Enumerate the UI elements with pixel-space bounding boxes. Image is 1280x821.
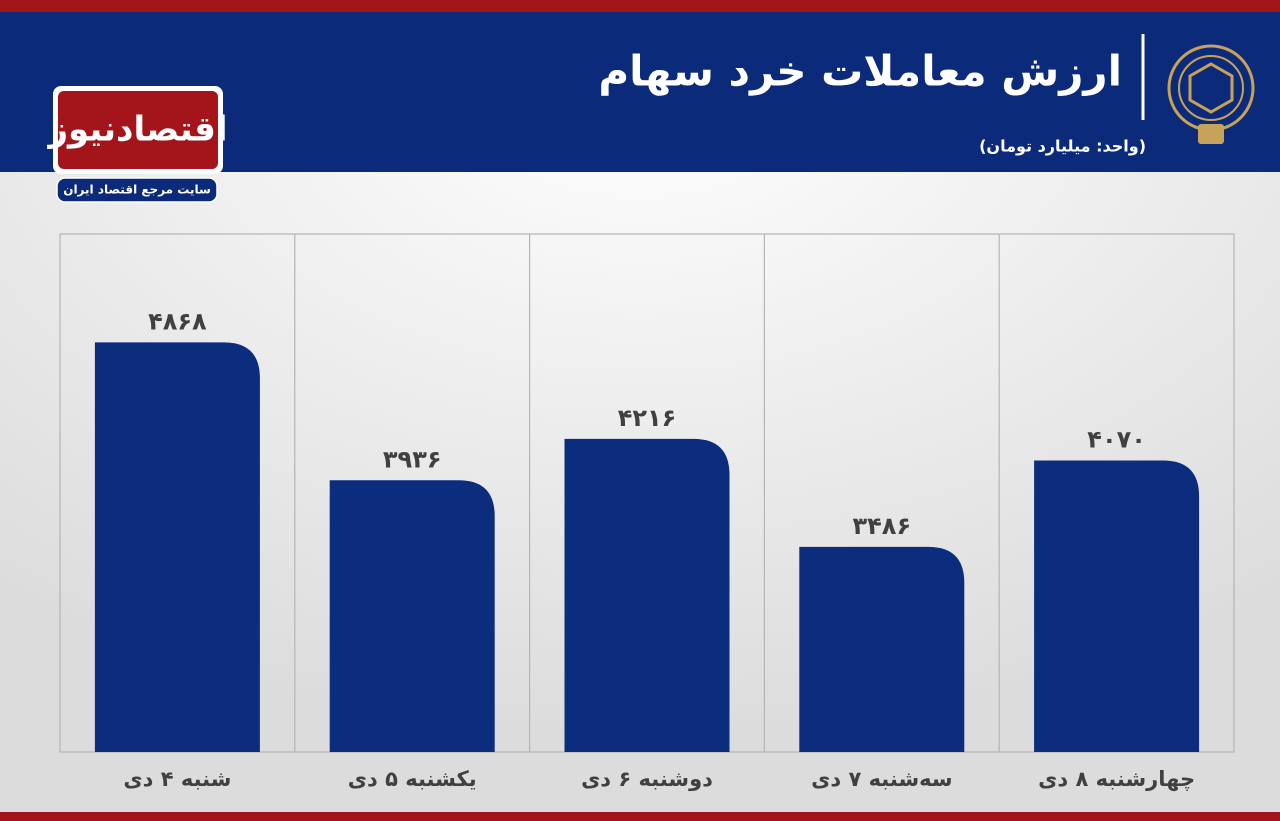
- bar: [329, 480, 495, 752]
- top-stripe: [0, 0, 1280, 12]
- chart-subtitle: (واحد: میلیارد تومان): [979, 137, 1146, 156]
- logo-tagline-pill: [56, 177, 218, 203]
- logo-name: اقتصادنیوز: [46, 110, 227, 150]
- emblem-star: [1188, 62, 1234, 114]
- plot: ۴۸۶۸ شنبه ۴ دی ۳۹۳۶ یکشنبه ۵ دی ۴۲۱۶ دوشنبه ۶…: [94, 234, 1200, 791]
- bottom-stripe: [0, 812, 1280, 821]
- value-label: ۳۴۸۶: [853, 512, 912, 540]
- emblem-crown: [1198, 124, 1224, 144]
- bar: [1034, 460, 1200, 752]
- emblem-inner: [1178, 55, 1244, 121]
- value-label: ۳۹۳۶: [383, 445, 442, 473]
- x-tick-label: چهارشنبه ۸ دی: [1038, 767, 1195, 791]
- x-tick-label: سه‌شنبه ۷ دی: [811, 767, 952, 791]
- chart-title: ارزش معاملات خرد سهام: [598, 47, 1122, 97]
- value-label: ۴۲۱۶: [618, 404, 677, 432]
- bar: [799, 546, 965, 752]
- bar: [94, 342, 260, 752]
- logo-box: [58, 91, 218, 169]
- x-tick-label: شنبه ۴ دی: [123, 767, 231, 791]
- x-tick-label: دوشنبه ۶ دی: [581, 767, 713, 791]
- value-label: ۴۰۷۰: [1087, 425, 1146, 453]
- value-label: ۴۸۶۸: [148, 307, 207, 335]
- x-tick-label: یکشنبه ۵ دی: [348, 767, 477, 791]
- logo-tagline: سایت مرجع اقتصاد ایران: [63, 183, 211, 197]
- bar: [564, 438, 730, 752]
